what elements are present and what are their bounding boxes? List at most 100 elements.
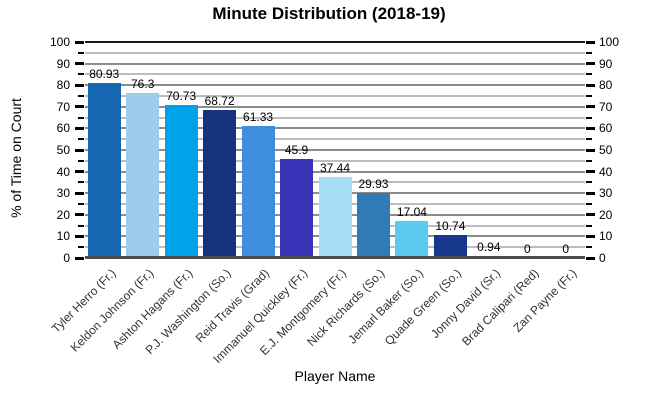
bar-value-label: 29.93 xyxy=(358,177,389,192)
y-tick-left xyxy=(75,170,84,174)
bar-value-label: 61.33 xyxy=(243,109,274,124)
y-tick-left xyxy=(75,234,84,238)
bar-value-label: 76.3 xyxy=(131,77,155,92)
bar xyxy=(280,158,314,258)
y-tick-left xyxy=(78,138,84,141)
y-tick-label-right: 50 xyxy=(599,143,613,157)
gridline-major xyxy=(85,149,585,151)
y-axis-title: % of Time on Court xyxy=(8,98,24,218)
y-tick-label-right: 100 xyxy=(599,35,620,49)
y-tick-right xyxy=(586,170,595,174)
bar xyxy=(241,125,275,258)
y-tick-label-right: 90 xyxy=(599,56,613,71)
y-tick-label-right: 60 xyxy=(599,121,613,136)
y-tick-right xyxy=(586,203,592,205)
gridline-top xyxy=(85,41,585,43)
x-category-label: Jonny David (Sr.) xyxy=(427,266,503,341)
bar-value-label: 0.94 xyxy=(477,239,501,254)
y-tick-right xyxy=(586,191,595,195)
y-tick-right xyxy=(586,234,595,238)
gridline-major xyxy=(85,62,585,65)
gridline-major xyxy=(85,127,585,130)
x-category-label: Tyler Herro (Fr.) xyxy=(48,266,119,336)
y-tick-left xyxy=(78,203,84,205)
y-tick-label-left: 40 xyxy=(56,164,70,179)
bar-value-label: 37.44 xyxy=(319,161,351,176)
y-tick-left xyxy=(75,126,84,130)
bar-value-label: 45.9 xyxy=(284,142,309,157)
bar xyxy=(164,105,198,258)
gridline-major xyxy=(85,170,585,173)
y-tick-left xyxy=(75,62,84,66)
y-tick-left xyxy=(78,116,84,119)
y-tick-label-right: 20 xyxy=(599,207,613,222)
y-tick-left xyxy=(75,83,84,87)
gridline-major xyxy=(85,105,585,108)
plot-area: 80.93 76.3 70.73 68.72 61.33 45.9 37.44 29.93 17… xyxy=(85,41,585,259)
y-tick-right xyxy=(586,95,592,97)
y-tick-right xyxy=(586,83,595,87)
y-tick-left xyxy=(75,191,84,195)
bar xyxy=(356,193,390,258)
bar-value-label: 10.74 xyxy=(435,218,466,233)
bar-value-label: 80.93 xyxy=(89,67,120,82)
y-tick-label-right: 70 xyxy=(599,99,613,114)
y-tick-label-right: 30 xyxy=(599,186,613,201)
gridline-minor xyxy=(85,138,585,141)
y-tick-label-left: 10 xyxy=(56,229,70,244)
y-tick-right xyxy=(586,148,595,152)
y-tick-left xyxy=(78,224,84,227)
y-tick-label-left: 0 xyxy=(63,251,70,265)
y-tick-left xyxy=(78,159,84,162)
gridline-minor xyxy=(85,95,585,97)
y-tick-left xyxy=(75,213,84,217)
bar xyxy=(203,109,237,258)
y-tick-right xyxy=(586,256,595,260)
bar xyxy=(433,234,467,258)
y-tick-left xyxy=(75,40,84,44)
y-tick-right xyxy=(586,126,595,130)
y-tick-left xyxy=(78,95,84,97)
chart-title: Minute Distribution (2018-19) xyxy=(212,4,446,23)
y-tick-right xyxy=(586,181,592,184)
y-tick-label-left: 90 xyxy=(56,56,70,71)
y-tick-right xyxy=(586,213,595,217)
y-tick-label-left: 50 xyxy=(56,143,70,157)
y-tick-right xyxy=(586,51,592,54)
bar-value-label: 0 xyxy=(562,242,570,256)
y-tick-right xyxy=(586,105,595,109)
y-tick-label-right: 80 xyxy=(599,78,613,93)
y-tick-label-left: 80 xyxy=(56,78,70,93)
y-tick-right xyxy=(586,138,592,141)
y-tick-label-right: 10 xyxy=(599,229,613,244)
y-tick-right xyxy=(586,159,592,162)
x-axis-title: Player Name xyxy=(294,368,376,384)
y-tick-left xyxy=(75,256,84,260)
y-tick-label-left: 100 xyxy=(49,35,70,49)
gridline-minor xyxy=(85,116,585,119)
y-tick-label-left: 60 xyxy=(56,121,70,136)
bar xyxy=(395,221,429,258)
bar xyxy=(318,177,352,258)
y-tick-right xyxy=(586,62,595,66)
y-tick-label-right: 0 xyxy=(599,251,606,265)
y-tick-label-right: 40 xyxy=(599,164,613,179)
bar-value-label: 17.04 xyxy=(396,205,427,220)
y-tick-label-left: 20 xyxy=(56,207,70,222)
y-tick-left xyxy=(78,181,84,184)
gridline-minor xyxy=(85,159,585,162)
y-tick-left xyxy=(78,51,84,54)
y-tick-right xyxy=(586,40,595,44)
gridline-minor xyxy=(85,51,585,54)
bar-value-label: 68.72 xyxy=(204,93,235,108)
gridline-major xyxy=(85,84,585,87)
y-tick-left xyxy=(78,73,84,76)
gridline-minor xyxy=(85,73,585,76)
y-tick-right xyxy=(586,246,592,249)
bar-value-label: 70.73 xyxy=(166,89,197,104)
bar-value-label: 0 xyxy=(523,242,531,256)
y-tick-left xyxy=(78,246,84,249)
y-tick-right xyxy=(586,224,592,227)
y-tick-left xyxy=(75,148,84,152)
